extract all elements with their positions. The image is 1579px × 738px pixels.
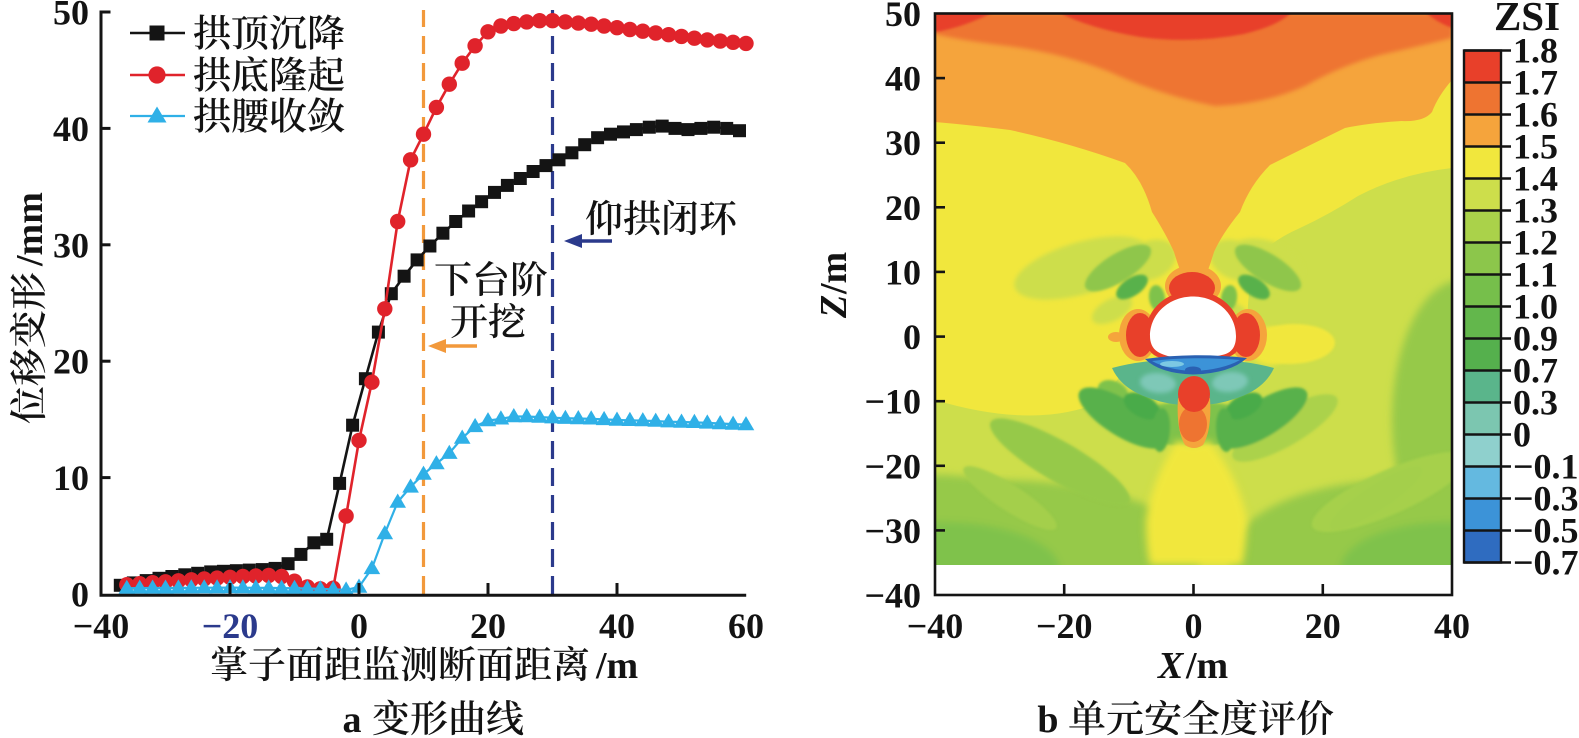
- svg-text:b: b: [1037, 699, 1058, 738]
- svg-text:/m: /m: [1185, 645, 1228, 687]
- svg-text:−20: −20: [864, 446, 921, 486]
- svg-text:10: 10: [885, 252, 921, 292]
- svg-text:0.9: 0.9: [1513, 319, 1558, 359]
- svg-text:/m: /m: [813, 252, 855, 295]
- svg-text:0: 0: [1185, 606, 1203, 646]
- svg-text:50: 50: [53, 0, 89, 33]
- svg-text:30: 30: [885, 123, 921, 163]
- svg-text:−40: −40: [73, 606, 130, 646]
- svg-text:30: 30: [53, 225, 89, 265]
- svg-text:1.1: 1.1: [1513, 255, 1558, 295]
- svg-text:−20: −20: [1036, 606, 1093, 646]
- svg-text:40: 40: [1434, 606, 1470, 646]
- svg-text:−0.7: −0.7: [1513, 543, 1579, 583]
- svg-text:60: 60: [728, 606, 764, 646]
- svg-text:−0.3: −0.3: [1513, 479, 1579, 519]
- svg-text:0: 0: [350, 606, 368, 646]
- svg-text:−30: −30: [864, 511, 921, 551]
- svg-text:ZSI: ZSI: [1494, 0, 1560, 39]
- svg-text:0.3: 0.3: [1513, 383, 1558, 423]
- svg-text:40: 40: [53, 109, 89, 149]
- svg-text:−0.1: −0.1: [1513, 447, 1579, 487]
- svg-text:0: 0: [71, 575, 89, 615]
- svg-text:Z: Z: [813, 295, 855, 319]
- svg-text:/m: /m: [595, 645, 638, 687]
- svg-text:1.0: 1.0: [1513, 287, 1558, 327]
- svg-text:X: X: [1157, 645, 1185, 687]
- svg-text:1.2: 1.2: [1513, 223, 1558, 263]
- svg-text:20: 20: [470, 606, 506, 646]
- svg-text:50: 50: [885, 0, 921, 34]
- svg-text:1.4: 1.4: [1513, 159, 1558, 199]
- svg-text:1.6: 1.6: [1513, 95, 1558, 135]
- svg-text:20: 20: [53, 342, 89, 382]
- svg-text:a: a: [343, 699, 362, 738]
- svg-text:−0.5: −0.5: [1513, 511, 1579, 551]
- svg-text:1.8: 1.8: [1513, 31, 1558, 71]
- svg-text:−40: −40: [864, 575, 921, 615]
- svg-text:0.7: 0.7: [1513, 351, 1558, 391]
- svg-text:/mm: /mm: [9, 192, 51, 267]
- svg-text:20: 20: [885, 188, 921, 228]
- svg-text:20: 20: [1305, 606, 1341, 646]
- svg-text:40: 40: [599, 606, 635, 646]
- svg-text:40: 40: [885, 59, 921, 99]
- svg-text:10: 10: [53, 458, 89, 498]
- svg-text:−40: −40: [907, 606, 964, 646]
- svg-text:0: 0: [903, 317, 921, 357]
- svg-text:1.7: 1.7: [1513, 63, 1558, 103]
- svg-text:−10: −10: [864, 382, 921, 422]
- svg-text:1.5: 1.5: [1513, 127, 1558, 167]
- svg-text:1.3: 1.3: [1513, 191, 1558, 231]
- svg-text:−20: −20: [202, 606, 259, 646]
- svg-text:0: 0: [1513, 415, 1531, 455]
